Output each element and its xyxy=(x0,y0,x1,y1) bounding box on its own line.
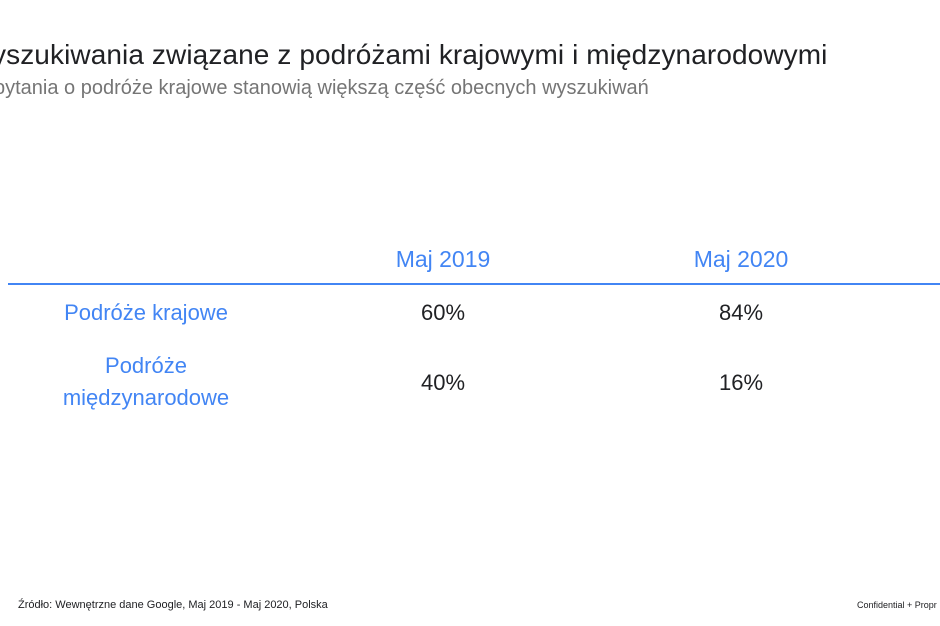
column-header-may-2020: Maj 2020 xyxy=(693,246,789,272)
cell-international-2020: 16% xyxy=(718,370,764,395)
header-divider xyxy=(8,283,940,285)
row-label-international-line2: międzynarodowe xyxy=(62,385,230,410)
source-note: Źródło: Wewnętrzne dane Google, Maj 2019… xyxy=(18,599,328,611)
row-label-international-line1: Podróże xyxy=(105,353,187,378)
slide-title: yszukiwania związane z podróżami krajowy… xyxy=(0,39,828,70)
cell-domestic-2019: 60% xyxy=(420,300,466,325)
slide-subtitle: pytania o podróże krajowe stanowią więks… xyxy=(0,77,649,99)
column-header-may-2019: Maj 2019 xyxy=(395,246,491,272)
comparison-table: Maj 2019 Maj 2020 Podróże krajowe 60% 84… xyxy=(0,238,940,438)
cell-domestic-2020: 84% xyxy=(718,300,764,325)
cell-international-2019: 40% xyxy=(420,370,466,395)
confidential-label: Confidential + Propr xyxy=(857,600,937,610)
row-label-domestic-travel: Podróże krajowe xyxy=(64,300,228,325)
row-label-international-travel: Podróże międzynarodowe xyxy=(0,350,292,414)
